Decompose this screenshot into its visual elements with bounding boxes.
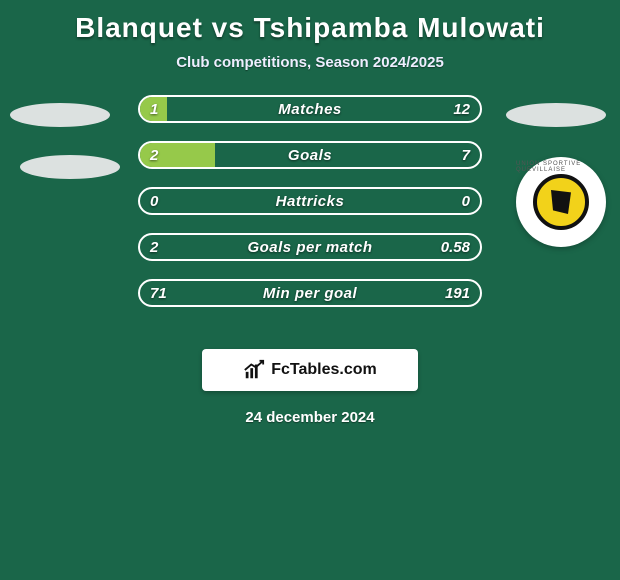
page-title: Blanquet vs Tshipamba Mulowati [0,0,620,44]
badge-ring-text: UNION SPORTIVE QUEVILLAISE [516,161,606,173]
stat-bar: 1Matches12 [138,95,482,123]
badge-inner [533,174,589,230]
stat-label: Hattricks [140,189,480,213]
right-player-placeholder [506,103,606,127]
stat-value-right: 12 [453,97,470,121]
comparison-stage: UNION SPORTIVE QUEVILLAISE 1Matches12 2Go… [0,95,620,335]
footer-brand-text: FcTables.com [271,361,377,379]
chart-icon [243,359,265,381]
stat-value-right: 7 [462,143,470,167]
stat-label: Matches [140,97,480,121]
stat-value-right: 0 [462,189,470,213]
stat-bars: 1Matches12 2Goals7 0Hattricks0 2Goals per m… [138,95,482,325]
stat-label: Goals per match [140,235,480,259]
stat-bar: 71Min per goal191 [138,279,482,307]
stat-bar: 2Goals per match0.58 [138,233,482,261]
footer-date: 24 december 2024 [0,409,620,426]
stat-value-right: 191 [445,281,470,305]
page-subtitle: Club competitions, Season 2024/2025 [0,54,620,71]
right-club-badge: UNION SPORTIVE QUEVILLAISE [516,157,606,247]
stat-label: Goals [140,143,480,167]
stat-bar: 2Goals7 [138,141,482,169]
left-player-placeholder-2 [20,155,120,179]
left-player-placeholder-1 [10,103,110,127]
stat-bar: 0Hattricks0 [138,187,482,215]
footer-brand-card: FcTables.com [202,349,418,391]
stat-label: Min per goal [140,281,480,305]
stat-value-right: 0.58 [441,235,470,259]
